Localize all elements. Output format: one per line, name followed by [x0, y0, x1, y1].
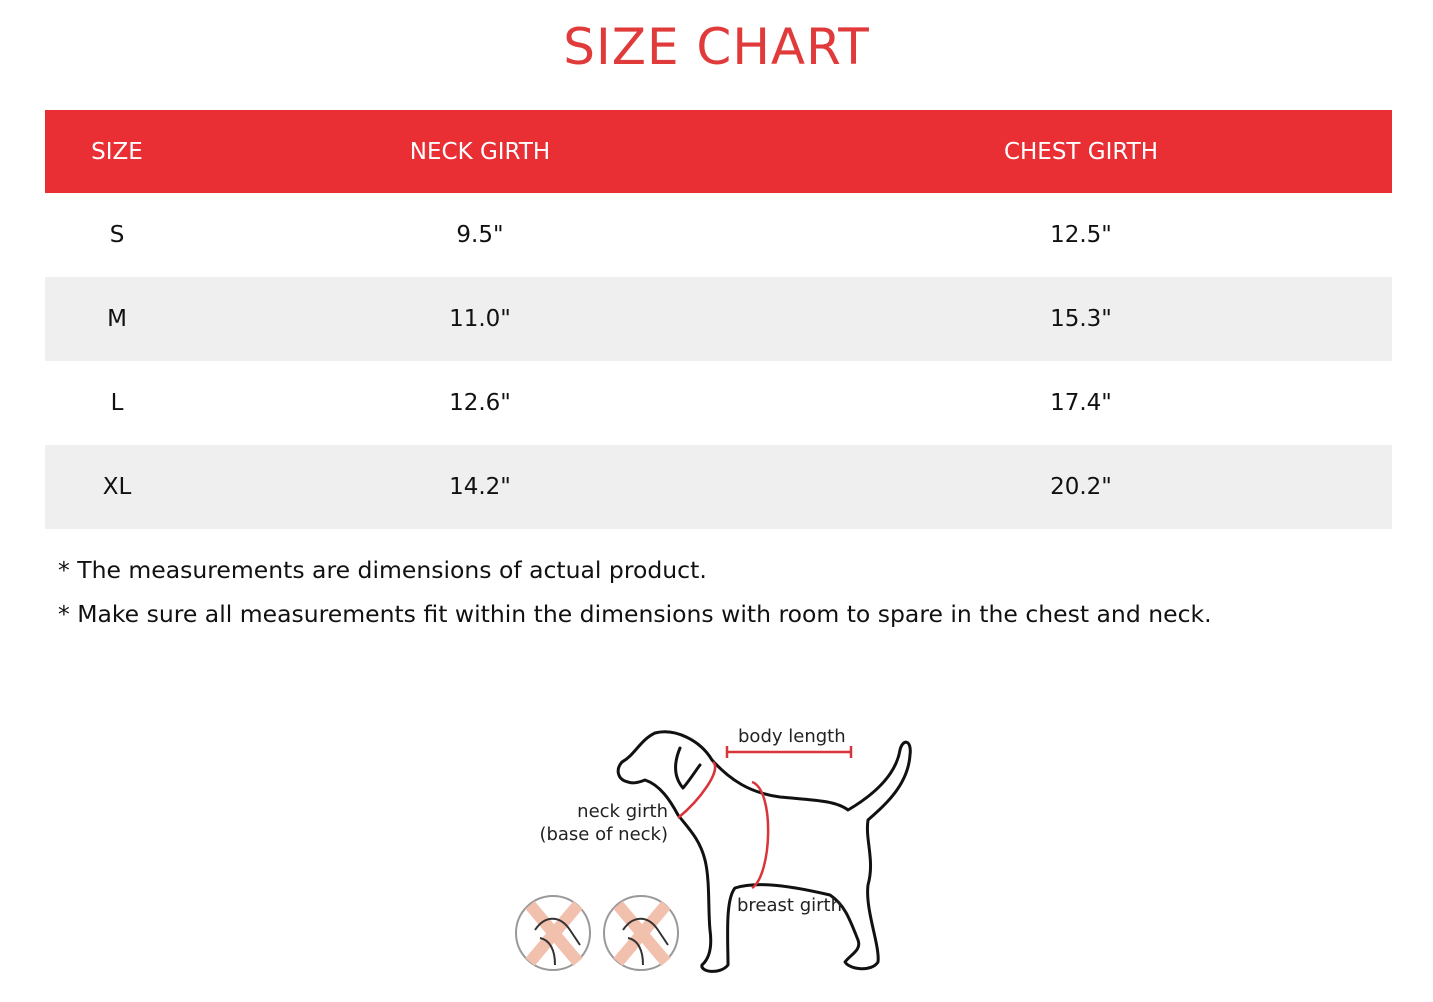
- neck-girth-label: neck girth: [577, 801, 668, 822]
- chest-cell: 20.2": [1050, 474, 1112, 500]
- neck-cell: 14.2": [449, 474, 511, 500]
- header-neck-girth: NECK GIRTH: [409, 138, 551, 165]
- wrong-fit-icon: [515, 895, 591, 971]
- size-table: SIZE NECK GIRTH CHEST GIRTH S 9.5" 12.5"…: [45, 110, 1392, 529]
- neck-cell: 11.0": [449, 306, 511, 332]
- neck-girth-sub-label: (base of neck): [539, 824, 668, 845]
- table-header: SIZE NECK GIRTH CHEST GIRTH: [45, 110, 1392, 193]
- size-cell: L: [110, 390, 124, 416]
- dog-outline-icon: [616, 730, 912, 973]
- measurement-lines: [677, 746, 853, 890]
- header-chest-girth: CHEST GIRTH: [1003, 138, 1159, 165]
- chest-cell: 12.5": [1050, 222, 1112, 248]
- table-row: XL 14.2" 20.2": [45, 445, 1392, 529]
- neck-cell: 12.6": [449, 390, 511, 416]
- size-cell: M: [107, 306, 127, 332]
- breast-girth-label: breast girth: [737, 895, 842, 916]
- table-row: M 11.0" 15.3": [45, 277, 1392, 361]
- body-length-label: body length: [738, 726, 846, 747]
- page-title: SIZE CHART: [563, 18, 870, 76]
- table-row: L 12.6" 17.4": [45, 361, 1392, 445]
- chest-cell: 17.4": [1050, 390, 1112, 416]
- note-2: * Make sure all measurements fit within …: [58, 600, 1212, 628]
- size-cell: XL: [102, 474, 132, 500]
- size-cell: S: [109, 222, 125, 248]
- note-1: * The measurements are dimensions of act…: [58, 556, 707, 584]
- table-row: S 9.5" 12.5": [45, 193, 1392, 277]
- header-size: SIZE: [91, 138, 143, 165]
- wrong-fit-icon: [603, 895, 679, 971]
- neck-cell: 9.5": [456, 222, 504, 248]
- chest-cell: 15.3": [1050, 306, 1112, 332]
- dog-measurement-diagram: body length neck girth (base of neck) br…: [515, 726, 912, 973]
